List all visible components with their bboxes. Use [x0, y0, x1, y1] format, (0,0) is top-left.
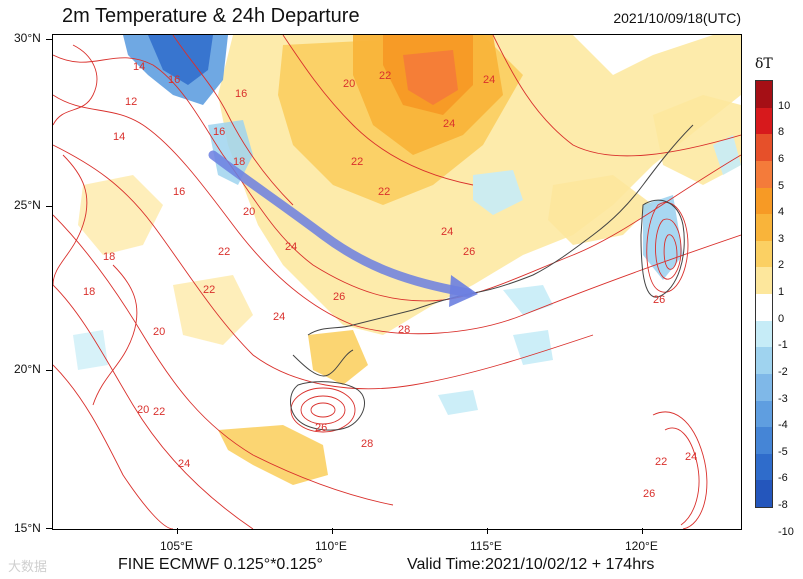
contour-label: 24 — [443, 118, 455, 130]
colorbar-label: -2 — [778, 365, 788, 378]
colorbar-label: 3 — [778, 232, 785, 245]
contour-label: 20 — [153, 326, 165, 338]
colorbar-swatch — [756, 453, 772, 481]
lat-tick — [46, 206, 52, 207]
contour-label: 16 — [213, 126, 225, 138]
contour-label: 24 — [285, 241, 297, 253]
contour-label: 26 — [643, 488, 655, 500]
contour-label: 20 — [137, 404, 149, 416]
colorbar-swatch — [756, 187, 772, 215]
colorbar-swatch — [756, 134, 772, 161]
lon-label-115: 115°E — [470, 539, 502, 553]
lat-label-20: 20°N — [14, 362, 41, 376]
colorbar-swatch — [756, 400, 772, 428]
colorbar-label: 8 — [778, 126, 785, 139]
lat-label-15: 15°N — [14, 521, 41, 535]
valid-timestamp: 2021/10/09/18(UTC) — [613, 10, 741, 26]
lon-tick — [487, 528, 488, 534]
model-label: FINE ECMWF 0.125°*0.125° — [118, 556, 323, 573]
contour-label: 18 — [103, 251, 115, 263]
colorbar-swatch — [756, 294, 772, 321]
temperature-map: 14 16 16 16 18 12 14 16 18 20 20 22 22 2… — [53, 35, 741, 529]
contour-label: 26 — [315, 422, 327, 434]
colorbar-swatch — [756, 107, 772, 135]
colorbar-label: 5 — [778, 179, 785, 192]
colorbar-label: 1 — [778, 286, 785, 298]
colorbar-label: -3 — [778, 392, 788, 405]
contour-label: 24 — [178, 458, 190, 470]
contour-label: 14 — [113, 131, 125, 143]
lon-label-105: 105°E — [160, 539, 193, 553]
contour-label: 22 — [218, 246, 230, 258]
contour-label: 26 — [463, 246, 475, 258]
temperature-contours — [53, 35, 741, 529]
contour-label: 16 — [235, 88, 247, 100]
colorbar-label: 10 — [778, 99, 791, 112]
colorbar-swatch — [756, 480, 772, 507]
colorbar-label: 6 — [778, 152, 785, 165]
valid-time-label: Valid Time:2021/10/02/12 + 174hrs — [407, 556, 655, 573]
contour-label: 22 — [378, 186, 390, 198]
colorbar-swatch — [756, 240, 772, 268]
cold-air-trend-arrow — [208, 150, 478, 307]
lat-tick — [46, 370, 52, 371]
contour-label: 24 — [273, 311, 285, 323]
contour-label: 28 — [398, 324, 410, 336]
contour-label: 24 — [483, 74, 495, 86]
lon-tick — [642, 528, 643, 534]
contour-labels: 14 16 16 16 18 12 14 16 18 20 20 22 22 2… — [83, 61, 697, 500]
colorbar-label: -6 — [778, 472, 788, 485]
contour-label: 26 — [653, 294, 665, 306]
colorbar-label: -10 — [778, 525, 794, 538]
cold-departure-shading — [73, 35, 741, 415]
colorbar-label: 4 — [778, 206, 785, 219]
colorbar-label: -1 — [778, 339, 788, 352]
contour-label: 18 — [83, 286, 95, 298]
contour-label: 16 — [173, 186, 185, 198]
colorbar — [755, 80, 773, 508]
legend-title: δT — [755, 56, 773, 72]
colorbar-swatch — [756, 320, 772, 348]
contour-label: 12 — [125, 96, 137, 108]
contour-label: 22 — [379, 70, 391, 82]
contour-label: 20 — [343, 78, 355, 90]
colorbar-swatch — [756, 160, 772, 188]
colorbar-swatch — [756, 427, 772, 454]
watermark: 大数据 — [8, 559, 48, 574]
lat-label-30: 30°N — [14, 31, 41, 45]
colorbar-label: 2 — [778, 259, 785, 272]
colorbar-swatch — [756, 347, 772, 374]
contour-label: 28 — [361, 438, 373, 450]
colorbar-swatch — [756, 214, 772, 241]
colorbar-swatch — [756, 81, 772, 108]
colorbar-swatch — [756, 373, 772, 401]
lon-label-110: 110°E — [315, 539, 347, 553]
contour-label: 26 — [333, 291, 345, 303]
lat-tick — [46, 39, 52, 40]
lon-tick — [177, 528, 178, 534]
colorbar-label: -4 — [778, 419, 788, 432]
contour-label: 18 — [233, 156, 245, 168]
chart-title: 2m Temperature & 24h Departure — [62, 5, 360, 27]
contour-label: 22 — [351, 156, 363, 168]
contour-label: 16 — [168, 74, 180, 86]
colorbar-label: -8 — [778, 499, 788, 511]
lat-tick — [46, 528, 52, 529]
contour-label: 20 — [243, 206, 255, 218]
colorbar-label: -5 — [778, 445, 788, 458]
contour-label: 22 — [153, 406, 165, 418]
lat-label-25: 25°N — [14, 198, 41, 212]
contour-label: 22 — [203, 284, 215, 296]
map-panel: 14 16 16 16 18 12 14 16 18 20 20 22 22 2… — [52, 34, 742, 530]
contour-label: 22 — [655, 456, 667, 468]
coastline — [290, 124, 694, 431]
contour-label: 24 — [441, 226, 453, 238]
lon-tick — [332, 528, 333, 534]
colorbar-label: 0 — [778, 312, 785, 325]
contour-label: 24 — [685, 451, 697, 463]
contour-label: 14 — [133, 61, 145, 73]
colorbar-swatch — [756, 267, 772, 294]
lon-label-120: 120°E — [625, 539, 658, 553]
